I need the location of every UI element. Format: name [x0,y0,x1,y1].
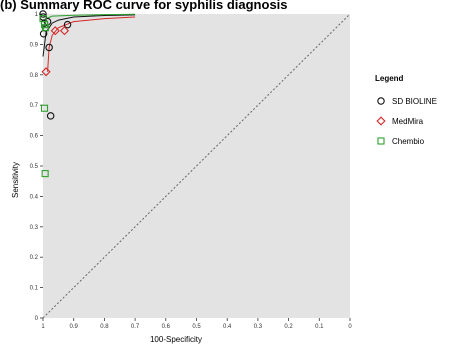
x-tick-label: 0.8 [100,324,109,330]
y-axis: 0 0.1 0.2 0.3 0.4 0.5 0.6 0.7 0.8 0.9 1 [30,12,43,322]
y-tick-label: 1 [35,12,39,18]
y-tick-label: 0.8 [30,73,39,79]
data-point [59,26,70,36]
legend-title: Legend [375,74,404,83]
y-tick-label: 0 [35,316,39,322]
y-tick-label: 0.2 [30,255,39,261]
data-points [39,10,72,178]
legend-marker-circle [377,97,385,105]
data-point [41,170,49,178]
x-axis: 1 0.9 0.8 0.7 0.6 0.5 0.4 0.3 0.2 0.1 0 [41,318,352,330]
legend-entry-label: SD BIOLINE [392,97,437,106]
x-tick-label: 0.3 [254,324,263,330]
reference-diagonal [42,13,351,319]
data-point [41,67,51,77]
legend-entry-label: MedMira [392,117,424,126]
chart-title: (b) Summary ROC curve for syphilis diagn… [0,0,288,12]
y-tick-label: 0.5 [30,164,39,170]
legend: Legend SD BIOLINE MedMira Chembio [375,74,437,146]
legend-marker-diamond [376,116,386,126]
y-tick-label: 0.7 [30,103,39,109]
y-tick-label: 0.9 [30,42,39,48]
x-axis-label: 100-Specificity [150,335,202,344]
x-tick-label: 0.4 [223,324,232,330]
x-tick-label: 0 [348,324,352,330]
data-point [63,20,72,29]
x-tick-label: 0.6 [162,324,171,330]
data-point [45,43,53,52]
x-tick-label: 0.9 [70,324,79,330]
data-point [50,26,60,36]
x-tick-label: 0.5 [192,324,201,330]
x-tick-label: 0.1 [315,324,324,330]
y-axis-label: Sensitivity [11,162,20,198]
summary-curve [47,16,136,72]
data-point [39,10,47,18]
data-point [46,112,55,120]
y-tick-label: 0.1 [30,286,39,292]
legend-marker-square [377,137,385,145]
data-point [40,104,49,112]
x-tick-label: 1 [41,324,45,330]
x-tick-label: 0.7 [131,324,140,330]
y-tick-label: 0.3 [30,225,39,231]
data-point [41,24,50,32]
x-tick-label: 0.2 [284,324,293,330]
legend-entry-label: Chembio [392,137,425,146]
y-tick-label: 0.6 [30,134,39,140]
y-tick-label: 0.4 [30,194,39,200]
